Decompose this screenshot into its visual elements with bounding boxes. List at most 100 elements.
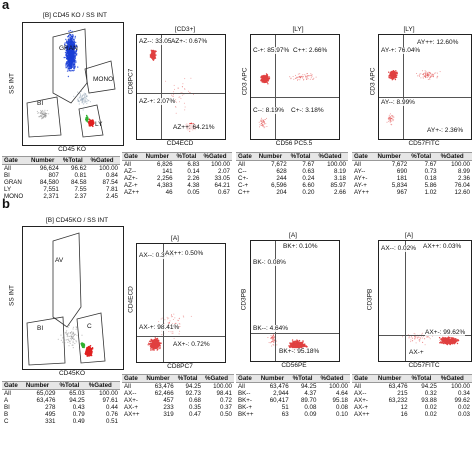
event-dot: [184, 106, 186, 108]
table-cell: 84,580: [39, 179, 59, 186]
event-dot: [420, 338, 422, 340]
event-dot: [89, 119, 92, 121]
event-dot: [419, 73, 421, 75]
plot-b2-q2: AX++: 0.50%: [165, 250, 204, 257]
event-dot: [84, 93, 86, 95]
table-cell: 100.00: [327, 161, 346, 168]
event-dot: [442, 338, 445, 340]
table-row: All 63,476 94.25 100.00: [122, 383, 234, 391]
event-dot: [82, 342, 84, 345]
event-dot: [445, 337, 448, 340]
event-dot: [41, 115, 43, 117]
table-cell: 0.32: [424, 390, 437, 397]
table-cell: AX-+: [124, 404, 138, 411]
table-cell: 0.10: [335, 411, 348, 418]
event-dot: [449, 336, 451, 339]
event-dot: [83, 97, 85, 100]
table-header-cell: Gate: [236, 374, 259, 383]
event-dot: [457, 340, 459, 342]
event-dot: [158, 340, 160, 342]
event-dot: [183, 316, 185, 318]
event-dot: [86, 101, 88, 103]
event-dot: [181, 94, 183, 96]
event-dot: [150, 339, 153, 341]
event-dot: [60, 334, 62, 336]
event-dot: [161, 334, 163, 336]
plot-a2-q4: AZ++: 64.21%: [173, 124, 215, 131]
event-dot: [69, 54, 71, 57]
plot-b4-q2: AX++: 0.03%: [423, 243, 462, 250]
event-dot: [420, 73, 422, 75]
plot-b2-q1: AX--: 0.37%: [139, 252, 175, 259]
table-cell: 65,029: [36, 390, 56, 397]
event-dot: [68, 47, 70, 49]
event-dot: [66, 41, 68, 43]
event-dot: [450, 341, 452, 343]
event-dot: [261, 75, 264, 77]
event-dot: [88, 99, 90, 101]
event-dot: [66, 330, 68, 332]
event-dot: [291, 339, 294, 341]
table-cell: 967: [396, 189, 408, 196]
event-dot: [73, 38, 75, 41]
event-dot: [41, 118, 43, 120]
event-dot: [82, 103, 85, 105]
event-dot: [171, 332, 173, 334]
table-cell: 94.25: [185, 383, 201, 390]
event-dot: [82, 345, 84, 347]
event-dot: [84, 95, 86, 97]
table-cell: 94.25: [421, 383, 437, 390]
event-dot: [424, 71, 426, 73]
event-dot: [298, 339, 301, 342]
table-cell: 233: [163, 404, 174, 411]
event-dot: [84, 94, 86, 96]
event-dot: [271, 336, 273, 338]
table-cell: 94.25: [69, 397, 85, 404]
event-dot: [71, 344, 73, 346]
table-cell: 84.58: [71, 179, 87, 186]
event-dot: [44, 115, 46, 117]
event-dot: [173, 313, 175, 315]
table-cell: All: [4, 390, 11, 397]
event-dot: [393, 119, 395, 121]
plot-b4-title: [A]: [405, 232, 413, 239]
event-dot: [271, 337, 273, 339]
event-dot: [72, 326, 75, 328]
table-row: All 7,672 7.67 100.00: [352, 161, 472, 169]
event-dot: [66, 338, 68, 341]
event-dot: [179, 326, 181, 327]
event-dot: [90, 349, 92, 351]
table-cell: 0.02: [424, 404, 437, 411]
event-dot: [88, 355, 90, 357]
event-dot: [394, 77, 397, 79]
event-dot: [69, 337, 71, 339]
event-dot: [184, 109, 186, 111]
event-dot: [67, 56, 69, 58]
plot-b2-vline: [163, 244, 164, 362]
event-dot: [263, 121, 265, 123]
event-dot: [297, 73, 299, 75]
event-dot: [272, 341, 274, 343]
event-dot: [38, 116, 40, 118]
event-dot: [85, 114, 88, 117]
event-dot: [164, 319, 166, 321]
table-cell: 63,476: [388, 383, 408, 390]
event-dot: [70, 60, 72, 63]
event-dot: [446, 338, 448, 341]
event-dot: [273, 335, 275, 337]
event-dot: [305, 76, 307, 78]
event-dot: [299, 346, 301, 349]
event-dot: [299, 79, 301, 81]
event-dot: [73, 64, 75, 66]
table-cell: AX--: [354, 390, 367, 397]
event-dot: [390, 73, 392, 75]
stats-table-b4: Gate Number %Total %Gated All 63,476 94.25 100.…: [352, 374, 472, 418]
table-row: AX++ 319 0.47 0.50: [122, 411, 234, 418]
event-dot: [70, 39, 72, 42]
event-dot: [388, 114, 390, 116]
gate-outline: [52, 232, 82, 328]
event-dot: [170, 316, 172, 318]
event-dot: [65, 47, 67, 49]
event-dot: [305, 77, 307, 79]
event-dot: [71, 41, 73, 43]
